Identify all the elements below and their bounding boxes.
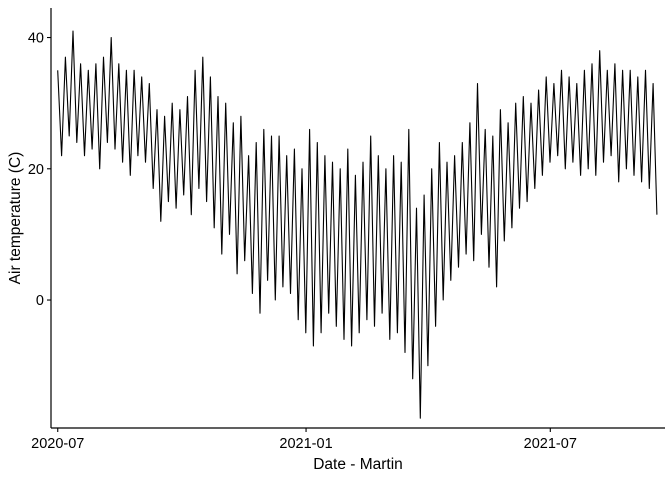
y-tick-label: 0 xyxy=(36,293,44,309)
air-temperature-line xyxy=(57,30,658,419)
x-axis-title: Date - Martin xyxy=(313,456,403,473)
y-tick-label: 40 xyxy=(28,31,44,47)
x-axis-ticks: 2020-07 2021-01 2021-07 xyxy=(31,428,577,452)
x-tick-label: 2020-07 xyxy=(31,436,84,452)
x-tick-label: 2021-07 xyxy=(524,436,577,452)
y-axis-ticks: 40 20 0 xyxy=(28,31,51,309)
x-tick-label: 2021-01 xyxy=(279,436,332,452)
series-layer xyxy=(57,30,658,419)
y-axis-title: Air temperature (C) xyxy=(7,152,24,285)
y-tick-label: 20 xyxy=(28,162,44,178)
